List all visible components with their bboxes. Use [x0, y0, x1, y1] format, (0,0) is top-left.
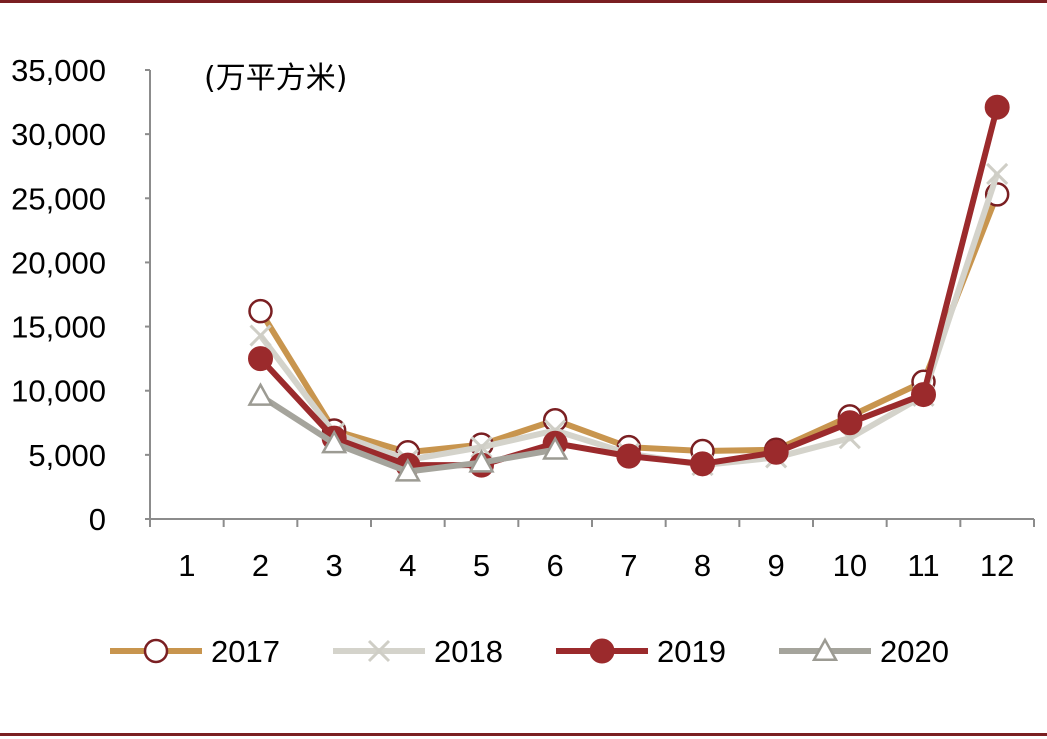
data-point	[837, 410, 863, 436]
legend-marker	[367, 639, 391, 663]
y-tick-label: 20,000	[11, 245, 106, 280]
unit-label: (万平方米)	[204, 61, 347, 96]
data-point	[248, 298, 273, 324]
x-tick-label: 10	[833, 548, 867, 583]
y-tick-label: 0	[89, 502, 106, 537]
data-point	[249, 324, 272, 347]
data-point	[470, 436, 493, 459]
x-tick-label: 6	[547, 548, 564, 583]
legend: 2017 2018 2019 2020	[110, 634, 949, 669]
legend-marker	[143, 638, 169, 664]
x-tick-label: 12	[980, 548, 1014, 583]
series-2017	[248, 182, 1010, 465]
data-point	[911, 382, 936, 408]
series-2020	[247, 382, 569, 482]
data-point	[321, 429, 348, 454]
y-tick-label: 10,000	[11, 374, 106, 409]
x-tick-label: 9	[768, 548, 785, 583]
data-point	[247, 382, 274, 406]
legend-item: 2020	[779, 634, 949, 669]
series-line	[258, 106, 1001, 469]
top-border	[0, 0, 1047, 3]
data-point	[542, 436, 569, 460]
x-tick-label: 1	[178, 548, 195, 583]
legend-label: 2019	[657, 634, 726, 669]
x-tick-label: 8	[694, 548, 711, 583]
data-point	[248, 346, 273, 372]
data-point	[763, 439, 789, 465]
data-point	[986, 162, 1009, 185]
y-tick-label: 35,000	[11, 53, 106, 88]
legend-marker	[589, 638, 615, 664]
series-2019	[248, 94, 1010, 478]
legend-item: 2018	[333, 634, 503, 669]
legend-item: 2017	[110, 634, 280, 669]
data-point	[394, 457, 421, 482]
series-line	[258, 172, 1001, 469]
data-point	[468, 448, 495, 473]
series-2018	[249, 162, 1009, 477]
legend-label: 2017	[211, 634, 280, 669]
legend-marker	[811, 637, 839, 662]
data-point	[984, 94, 1010, 120]
bottom-border	[0, 733, 1047, 736]
y-tick-label: 30,000	[11, 117, 106, 152]
x-tick-label: 11	[907, 548, 939, 583]
legend-label: 2018	[434, 634, 503, 669]
y-tick-label: 15,000	[11, 310, 106, 345]
data-point	[690, 451, 715, 477]
x-tick-label: 2	[252, 548, 269, 583]
y-tick-label: 25,000	[11, 181, 106, 216]
x-tick-label: 4	[399, 548, 416, 583]
y-tick-label: 5,000	[28, 438, 106, 473]
legend-label: 2020	[880, 634, 949, 669]
x-tick-label: 5	[473, 548, 490, 583]
x-tick-label: 3	[326, 548, 343, 583]
series-layer	[247, 94, 1010, 482]
data-point	[616, 443, 642, 469]
legend-item: 2019	[556, 634, 726, 669]
axes: 0 5,000 10,000 15,000 20,000 25,000 30,000 35,0…	[11, 53, 1035, 583]
x-tick-label: 7	[620, 548, 637, 583]
